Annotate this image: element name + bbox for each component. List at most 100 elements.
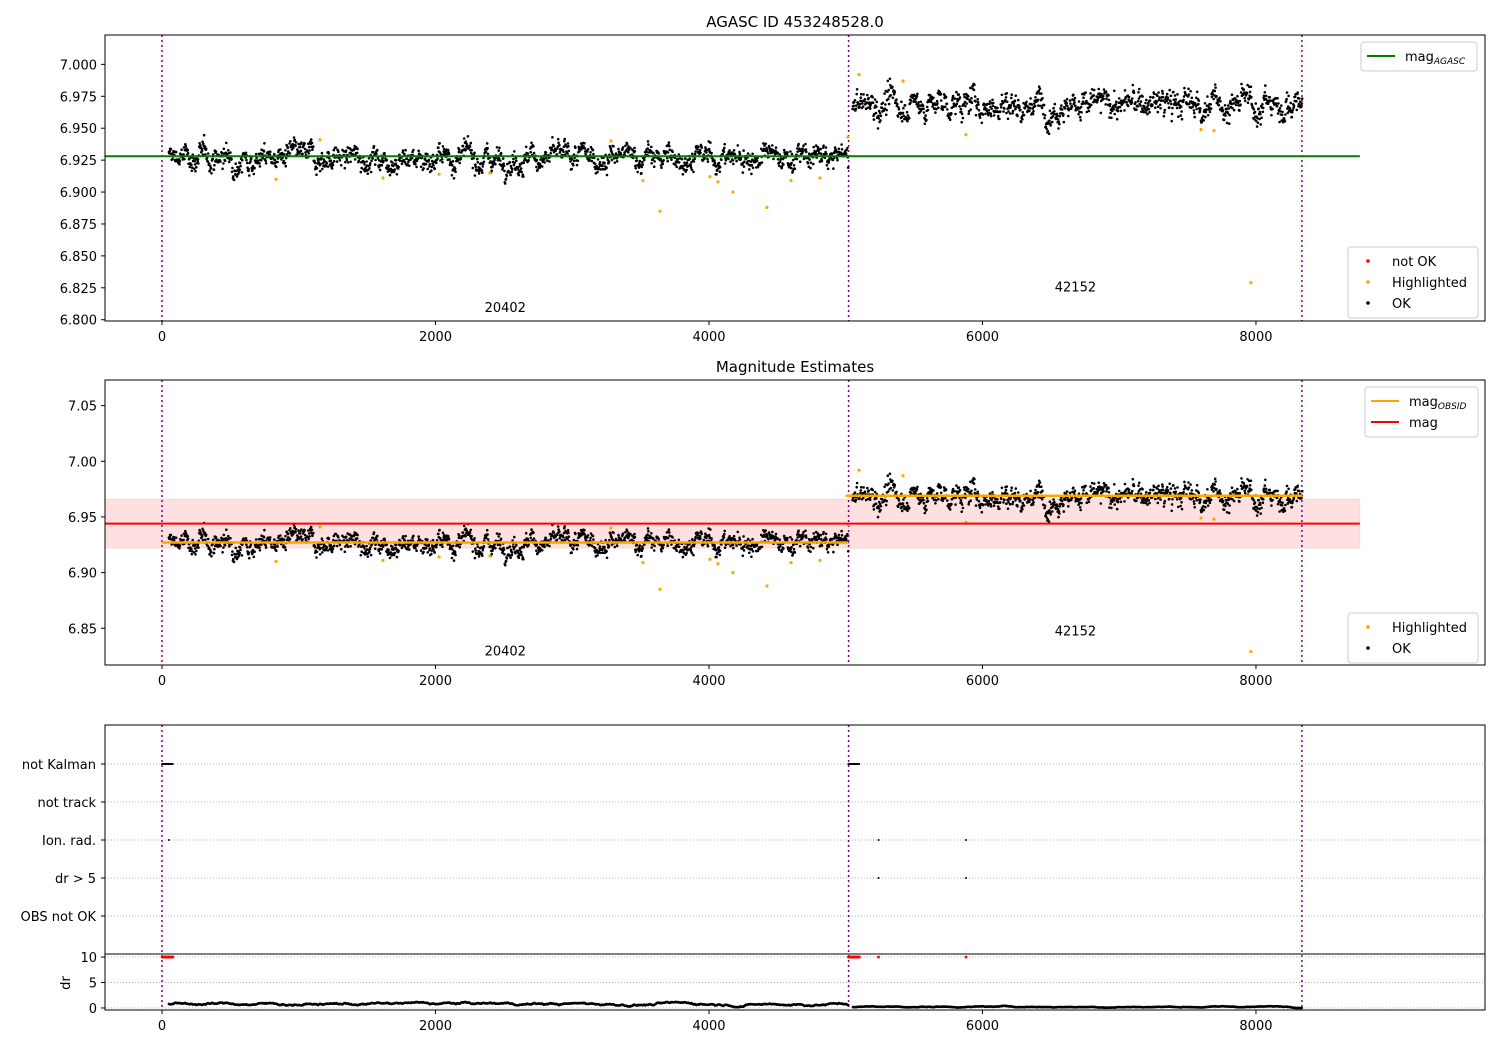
ok-point (1261, 103, 1264, 106)
ok-point (312, 531, 315, 535)
ok-point (601, 167, 605, 171)
ok-point (987, 108, 991, 112)
ok-point (954, 503, 957, 506)
ok-point (967, 112, 970, 115)
ok-point (470, 148, 473, 152)
ok-point (1246, 101, 1250, 104)
ok-point (987, 499, 991, 503)
ok-point (1269, 106, 1272, 109)
ok-point (820, 159, 824, 163)
ok-point (1268, 96, 1272, 99)
ok-point (875, 497, 878, 500)
ok-point (914, 97, 918, 100)
ok-point (510, 170, 514, 174)
ok-point (771, 144, 774, 147)
ok-point (948, 118, 952, 121)
ok-point (477, 172, 481, 175)
ok-point (707, 147, 711, 151)
ok-point (1208, 110, 1212, 114)
ok-point (293, 138, 297, 142)
ok-point (307, 537, 311, 541)
ok-point (244, 151, 248, 155)
ok-point (1040, 485, 1043, 489)
ok-point (544, 151, 548, 154)
ok-point (318, 553, 322, 556)
ok-point (1177, 115, 1180, 118)
ok-point (1019, 120, 1023, 124)
ok-point (650, 532, 653, 535)
ok-point (1154, 102, 1158, 105)
ok-point (1073, 96, 1077, 100)
ok-point (988, 100, 992, 103)
ok-point (675, 165, 678, 169)
ok-point (583, 147, 587, 150)
ok-point (209, 550, 213, 554)
ok-point (569, 160, 572, 163)
ok-point (853, 99, 857, 102)
ok-point (494, 547, 497, 550)
ok-point (1142, 110, 1146, 114)
ok-point (1197, 99, 1201, 102)
ok-point (1169, 94, 1173, 98)
ok-point (705, 151, 708, 154)
ok-point (411, 150, 414, 154)
ok-point (826, 167, 830, 171)
ok-point (863, 98, 867, 101)
ok-point (1048, 509, 1051, 512)
panel-title: AGASC ID 453248528.0 (706, 13, 884, 31)
ok-point (1145, 108, 1148, 112)
ok-point (575, 163, 579, 167)
ok-point (1259, 123, 1262, 126)
ok-point (186, 151, 190, 155)
ok-point (237, 171, 241, 174)
ok-point (1276, 97, 1279, 100)
ok-point (1031, 503, 1035, 506)
ok-point (826, 551, 830, 554)
ok-point (229, 151, 232, 154)
y-tick-label: 6.875 (60, 218, 97, 233)
ok-point (1300, 97, 1304, 100)
ok-point (732, 149, 736, 152)
ok-point (1280, 113, 1284, 117)
ok-point (338, 159, 342, 162)
ok-point (548, 544, 551, 548)
ok-point (555, 153, 559, 156)
ok-point (1060, 104, 1063, 107)
ok-point (1253, 118, 1256, 121)
ok-point (203, 145, 207, 148)
ok-point (414, 547, 417, 550)
ok-point (542, 158, 546, 161)
ok-point (178, 547, 181, 550)
ok-point (1018, 106, 1021, 109)
ok-point (889, 94, 892, 97)
ok-point (790, 152, 794, 156)
ok-point (1060, 499, 1064, 503)
ok-point (299, 149, 303, 153)
ok-point (750, 172, 753, 176)
ok-point (1229, 99, 1232, 103)
ok-point (1155, 100, 1159, 103)
ok-point (867, 489, 870, 492)
ok-point (1194, 105, 1198, 108)
ok-point (1104, 103, 1107, 106)
ok-point (451, 160, 455, 163)
ok-point (1136, 105, 1139, 108)
ok-point (1298, 100, 1302, 104)
ok-point (210, 554, 213, 558)
ok-point (1227, 104, 1230, 107)
ok-point (503, 552, 506, 556)
ok-point (1081, 100, 1085, 103)
highlighted-point (789, 178, 793, 183)
ok-point (1014, 487, 1018, 490)
ok-point (795, 157, 799, 161)
ok-point (1051, 115, 1055, 118)
ok-point (458, 545, 462, 549)
ok-point (854, 498, 858, 502)
ok-point (853, 491, 857, 494)
ok-point (258, 549, 262, 552)
ok-point (671, 150, 674, 153)
ok-point (819, 537, 823, 541)
ok-point (1053, 500, 1056, 504)
highlighted-point (818, 176, 822, 180)
ok-point (289, 140, 292, 143)
